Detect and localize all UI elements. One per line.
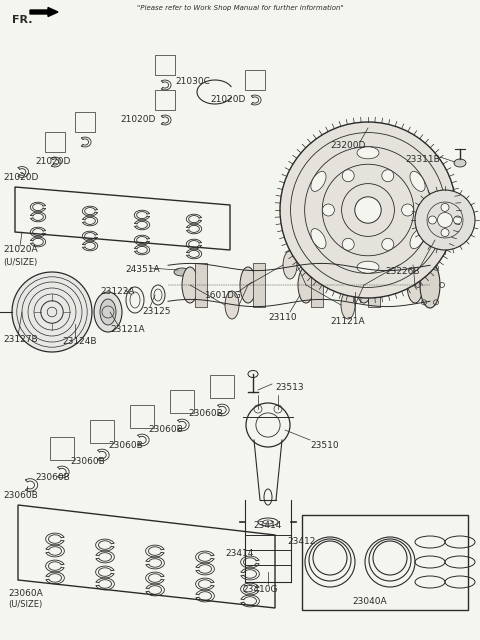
Ellipse shape bbox=[311, 172, 326, 191]
Circle shape bbox=[323, 204, 335, 216]
Ellipse shape bbox=[407, 267, 423, 303]
Ellipse shape bbox=[454, 159, 466, 167]
Text: 23513: 23513 bbox=[275, 383, 304, 392]
Circle shape bbox=[428, 216, 436, 224]
Circle shape bbox=[415, 190, 475, 250]
Text: 21020D: 21020D bbox=[35, 157, 71, 166]
Circle shape bbox=[402, 204, 414, 216]
Text: (U/SIZE): (U/SIZE) bbox=[3, 257, 37, 266]
Bar bbox=[245, 70, 265, 90]
Text: 21020D: 21020D bbox=[210, 95, 245, 104]
Bar bbox=[50, 437, 74, 460]
Text: 21020A: 21020A bbox=[3, 246, 37, 255]
Text: 23060B: 23060B bbox=[148, 426, 183, 435]
Ellipse shape bbox=[357, 261, 379, 273]
Bar bbox=[45, 132, 65, 152]
Text: 23412: 23412 bbox=[287, 538, 315, 547]
Polygon shape bbox=[195, 263, 207, 307]
Bar bbox=[90, 420, 114, 444]
Text: 23311B: 23311B bbox=[405, 156, 440, 164]
Bar bbox=[130, 405, 154, 428]
Bar bbox=[155, 90, 175, 110]
Circle shape bbox=[441, 228, 449, 237]
Ellipse shape bbox=[298, 267, 314, 303]
Text: 23110: 23110 bbox=[268, 314, 297, 323]
Text: 23410G: 23410G bbox=[242, 586, 277, 595]
Ellipse shape bbox=[341, 291, 355, 319]
Text: 23414: 23414 bbox=[253, 520, 281, 529]
Bar bbox=[210, 375, 234, 398]
Text: 23121A: 23121A bbox=[110, 326, 144, 335]
Ellipse shape bbox=[100, 299, 116, 325]
Text: 23060A: 23060A bbox=[8, 589, 43, 598]
Polygon shape bbox=[311, 263, 323, 307]
Ellipse shape bbox=[182, 267, 198, 303]
Text: 23060B: 23060B bbox=[3, 490, 38, 499]
Text: 23510: 23510 bbox=[310, 440, 338, 449]
Bar bbox=[170, 390, 194, 413]
Polygon shape bbox=[368, 263, 380, 307]
Circle shape bbox=[441, 204, 449, 211]
Polygon shape bbox=[253, 263, 265, 307]
Text: 21030C: 21030C bbox=[175, 77, 210, 86]
Ellipse shape bbox=[420, 262, 440, 308]
Text: "Please refer to Work Shop Manual for further information": "Please refer to Work Shop Manual for fu… bbox=[137, 5, 343, 11]
Circle shape bbox=[342, 238, 354, 250]
Circle shape bbox=[355, 196, 381, 223]
Circle shape bbox=[12, 272, 92, 352]
Ellipse shape bbox=[225, 291, 239, 319]
Circle shape bbox=[41, 301, 63, 323]
Text: 23124B: 23124B bbox=[62, 337, 96, 346]
Circle shape bbox=[280, 122, 456, 298]
Text: 23060B: 23060B bbox=[188, 410, 223, 419]
Text: 23060B: 23060B bbox=[108, 442, 143, 451]
Text: 23226B: 23226B bbox=[385, 268, 420, 276]
FancyArrow shape bbox=[30, 8, 58, 17]
Ellipse shape bbox=[356, 267, 372, 303]
Ellipse shape bbox=[252, 277, 258, 287]
Ellipse shape bbox=[283, 251, 297, 279]
Text: 21121A: 21121A bbox=[330, 317, 365, 326]
Ellipse shape bbox=[240, 267, 256, 303]
Ellipse shape bbox=[399, 251, 413, 279]
Text: (U/SIZE): (U/SIZE) bbox=[8, 600, 42, 609]
Circle shape bbox=[437, 212, 453, 227]
Ellipse shape bbox=[311, 228, 326, 248]
Circle shape bbox=[454, 216, 462, 224]
Text: 23414: 23414 bbox=[225, 550, 253, 559]
Text: 24351A: 24351A bbox=[125, 266, 160, 275]
Text: 1601DG: 1601DG bbox=[205, 291, 242, 300]
Text: 23127B: 23127B bbox=[3, 335, 37, 344]
Circle shape bbox=[382, 238, 394, 250]
Ellipse shape bbox=[94, 292, 122, 332]
Circle shape bbox=[382, 170, 394, 182]
Text: 23060B: 23060B bbox=[35, 474, 70, 483]
Ellipse shape bbox=[410, 228, 425, 248]
Bar bbox=[155, 55, 175, 75]
Ellipse shape bbox=[174, 268, 190, 276]
Text: 21020D: 21020D bbox=[120, 115, 156, 125]
Ellipse shape bbox=[410, 172, 425, 191]
Text: 23040A: 23040A bbox=[352, 598, 386, 607]
Bar bbox=[75, 112, 95, 132]
Text: 21020D: 21020D bbox=[3, 173, 38, 182]
Text: 23125: 23125 bbox=[142, 307, 170, 317]
Text: 23200D: 23200D bbox=[330, 141, 365, 150]
Circle shape bbox=[342, 170, 354, 182]
Text: FR.: FR. bbox=[12, 15, 33, 25]
Text: 23060B: 23060B bbox=[70, 458, 105, 467]
Ellipse shape bbox=[357, 147, 379, 159]
Text: 23122A: 23122A bbox=[100, 287, 134, 296]
